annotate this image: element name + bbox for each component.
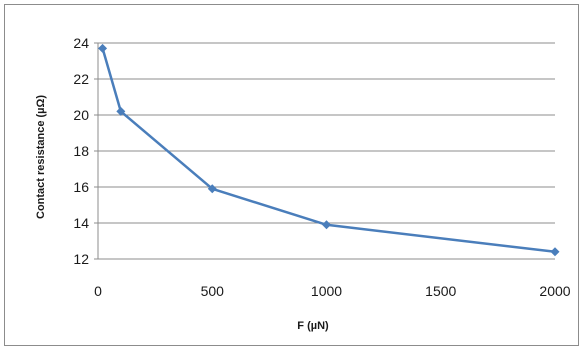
grid-lines	[98, 42, 555, 224]
data-point-4	[550, 247, 560, 257]
axes	[94, 42, 555, 260]
x-tick-label-500: 500	[201, 283, 225, 299]
y-tick-label-20: 20	[73, 107, 89, 123]
data-point-3	[322, 220, 331, 230]
x-tick-label-0: 0	[94, 283, 102, 299]
series-group	[98, 43, 560, 257]
data-point-0	[98, 43, 108, 53]
x-tick-label-1000: 1000	[311, 283, 342, 299]
x-tick-label-2000: 2000	[539, 283, 570, 299]
y-tick-labels: 12 14 16 18 20 22 24	[73, 35, 89, 267]
x-tick-labels: 0 500 1000 1500 2000	[94, 283, 571, 299]
y-tick-label-24: 24	[73, 35, 89, 51]
data-point-2	[207, 184, 217, 194]
y-tick-label-22: 22	[73, 71, 89, 87]
y-tick-label-18: 18	[73, 143, 89, 159]
data-point-1	[116, 106, 126, 116]
y-axis-title: Contact resistance (µΩ)	[35, 95, 47, 219]
y-tick-label-16: 16	[73, 179, 89, 195]
x-tick-label-1500: 1500	[425, 283, 456, 299]
y-tick-label-12: 12	[73, 251, 89, 267]
x-axis-title: F (µN)	[297, 320, 329, 332]
y-tick-label-14: 14	[73, 215, 89, 231]
chart-frame	[4, 4, 579, 346]
